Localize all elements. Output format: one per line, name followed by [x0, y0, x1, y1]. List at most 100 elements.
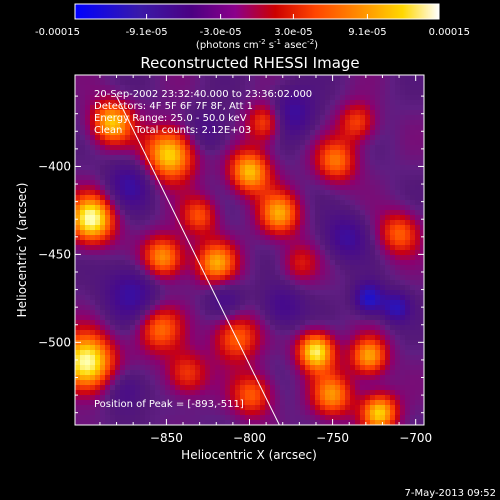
heatmap-cell — [250, 360, 256, 366]
heatmap-cell — [300, 215, 306, 221]
heatmap-cell — [325, 230, 331, 236]
heatmap-cell — [255, 290, 261, 296]
heatmap-cell — [235, 205, 241, 211]
heatmap-cell — [260, 225, 266, 231]
heatmap-cell — [275, 215, 281, 221]
heatmap-cell — [180, 385, 186, 391]
heatmap-cell — [400, 335, 406, 341]
heatmap-cell — [395, 105, 401, 111]
heatmap-cell — [150, 260, 156, 266]
heatmap-cell — [155, 285, 161, 291]
heatmap-cell — [380, 80, 386, 86]
heatmap-cell — [85, 395, 91, 401]
heatmap-cell — [350, 285, 356, 291]
heatmap-cell — [120, 330, 126, 336]
heatmap-cell — [120, 220, 126, 226]
heatmap-cell — [190, 175, 196, 181]
heatmap-cell — [325, 150, 331, 156]
heatmap-cell — [290, 225, 296, 231]
heatmap-cell — [75, 395, 81, 401]
heatmap-cell — [135, 305, 141, 311]
heatmap-cell — [80, 240, 86, 246]
heatmap-cell — [180, 320, 186, 326]
heatmap-cell — [175, 360, 181, 366]
heatmap-cell — [220, 205, 226, 211]
heatmap-cell — [295, 230, 301, 236]
heatmap-cell — [250, 285, 256, 291]
heatmap-cell — [195, 170, 201, 176]
heatmap-cell — [220, 340, 226, 346]
heatmap-cell — [345, 400, 351, 406]
heatmap-cell — [80, 220, 86, 226]
heatmap-cell — [315, 315, 321, 321]
heatmap-cell — [255, 210, 261, 216]
heatmap-cell — [220, 370, 226, 376]
heatmap-cell — [265, 300, 271, 306]
heatmap-cell — [115, 290, 121, 296]
heatmap-cell — [185, 185, 191, 191]
heatmap-cell — [175, 255, 181, 261]
heatmap-cell — [160, 205, 166, 211]
heatmap-cell — [150, 385, 156, 391]
heatmap-cell — [280, 200, 286, 206]
heatmap-cell — [380, 355, 386, 361]
heatmap-cell — [230, 280, 236, 286]
heatmap-cell — [280, 115, 286, 121]
heatmap-cell — [385, 245, 391, 251]
heatmap-cell — [345, 240, 351, 246]
heatmap-cell — [140, 200, 146, 206]
heatmap-cell — [165, 215, 171, 221]
heatmap-cell — [130, 195, 136, 201]
heatmap-cell — [380, 325, 386, 331]
heatmap-cell — [170, 125, 176, 131]
heatmap-cell — [325, 315, 331, 321]
heatmap-cell — [315, 420, 321, 425]
heatmap-cell — [195, 390, 201, 396]
heatmap-cell — [215, 415, 221, 421]
heatmap-cell — [255, 315, 261, 321]
heatmap-cell — [180, 155, 186, 161]
heatmap-cell — [330, 175, 336, 181]
heatmap-cell — [395, 400, 401, 406]
heatmap-cell — [160, 415, 166, 421]
heatmap-cell — [210, 180, 216, 186]
heatmap-cell — [280, 160, 286, 166]
heatmap-cell — [310, 415, 316, 421]
heatmap-cell — [105, 175, 111, 181]
heatmap-cell — [135, 75, 141, 81]
heatmap-cell — [395, 310, 401, 316]
heatmap-cell — [405, 180, 411, 186]
heatmap-cell — [170, 310, 176, 316]
heatmap-cell — [350, 230, 356, 236]
heatmap-cell — [335, 335, 341, 341]
heatmap-cell — [100, 295, 106, 301]
heatmap-cell — [270, 175, 276, 181]
heatmap-cell — [120, 355, 126, 361]
heatmap-cell — [155, 140, 161, 146]
heatmap-cell — [320, 170, 326, 176]
heatmap-cell — [175, 105, 181, 111]
heatmap-cell — [390, 310, 396, 316]
heatmap-cell — [90, 315, 96, 321]
heatmap-cell — [365, 115, 371, 121]
heatmap-cell — [135, 95, 141, 101]
heatmap-cell — [210, 95, 216, 101]
heatmap-cell — [170, 420, 176, 425]
heatmap-cell — [345, 370, 351, 376]
heatmap-cell — [240, 175, 246, 181]
heatmap-cell — [245, 145, 251, 151]
heatmap-cell — [280, 215, 286, 221]
heatmap-cell — [250, 165, 256, 171]
heatmap-cell — [200, 105, 206, 111]
heatmap-cell — [200, 145, 206, 151]
heatmap-cell — [100, 335, 106, 341]
heatmap-cell — [310, 295, 316, 301]
heatmap-cell — [160, 290, 166, 296]
heatmap-cell — [215, 410, 221, 416]
heatmap-cell — [260, 155, 266, 161]
heatmap-cell — [235, 95, 241, 101]
heatmap-cell — [160, 95, 166, 101]
heatmap-cell — [115, 80, 121, 86]
heatmap-cell — [125, 160, 131, 166]
heatmap-cell — [80, 390, 86, 396]
